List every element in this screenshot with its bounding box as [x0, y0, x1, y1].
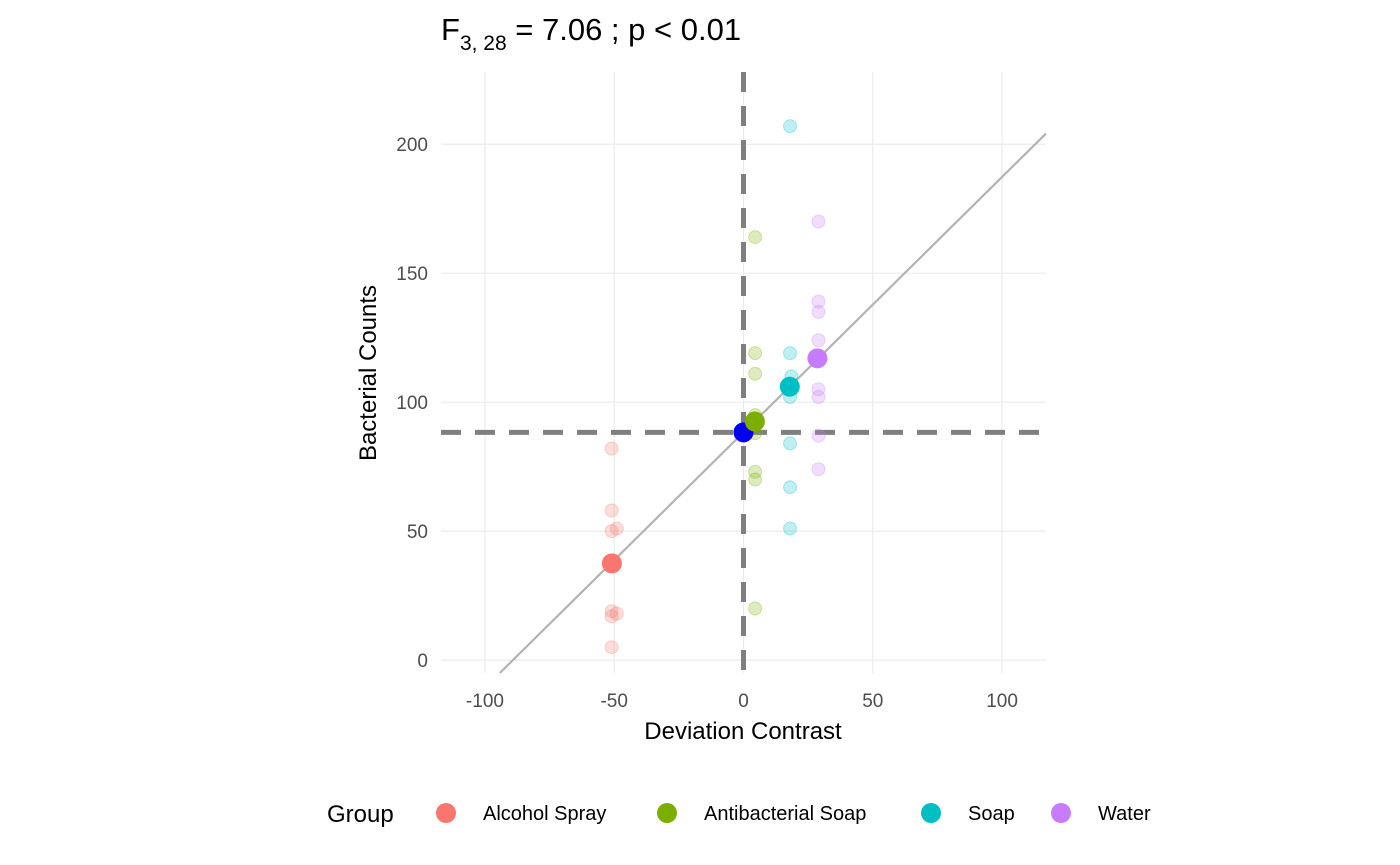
- group-mean-point: [807, 348, 828, 369]
- group-mean-point: [601, 553, 622, 574]
- data-point: [604, 604, 619, 619]
- group-means: [601, 348, 828, 574]
- fit-line-layer: [499, 132, 1047, 674]
- legend-swatch: [657, 803, 677, 823]
- legend-swatch: [1051, 803, 1071, 823]
- legend-label: Soap: [968, 803, 1015, 825]
- data-point: [748, 472, 763, 487]
- data-point: [609, 606, 624, 621]
- y-tick-label: 100: [396, 393, 428, 414]
- data-point: [748, 601, 763, 616]
- legend-swatch: [436, 803, 456, 823]
- regression-line: [499, 132, 1047, 674]
- x-tick-label: 0: [738, 691, 749, 712]
- data-point: [604, 503, 619, 518]
- data-point: [783, 119, 798, 134]
- data-point: [604, 441, 619, 456]
- data-point: [811, 304, 826, 319]
- data-point: [604, 524, 619, 539]
- chart-title: F3, 28 = 7.06 ; p < 0.01: [441, 12, 741, 55]
- x-axis-title: Deviation Contrast: [644, 718, 842, 745]
- legend-item: Alcohol Spray: [436, 803, 606, 825]
- data-point: [748, 346, 763, 361]
- data-point: [811, 382, 826, 397]
- legend-item: Water: [1051, 803, 1151, 825]
- data-point: [811, 214, 826, 229]
- data-point: [748, 464, 763, 479]
- x-tick-label: 50: [862, 691, 883, 712]
- legend-items: Alcohol Spray Antibacterial Soap Soap Water: [436, 803, 1151, 825]
- data-point: [783, 521, 798, 536]
- legend-label: Water: [1098, 803, 1151, 825]
- data-point: [783, 436, 798, 451]
- x-axis-ticks: -100 -50 0 50 100: [466, 691, 1018, 712]
- y-tick-label: 200: [396, 135, 428, 156]
- data-point: [811, 390, 826, 405]
- y-axis-title: Bacterial Counts: [355, 285, 382, 461]
- data-point: [748, 366, 763, 381]
- data-point: [783, 480, 798, 495]
- data-point: [604, 609, 619, 624]
- data-point: [811, 428, 826, 443]
- x-tick-label: 100: [986, 691, 1018, 712]
- data-point: [748, 230, 763, 245]
- legend-label: Antibacterial Soap: [704, 803, 866, 825]
- plot-area: [441, 72, 1047, 674]
- y-axis-ticks: 0 50 100 150 200: [396, 135, 428, 672]
- data-point: [811, 333, 826, 348]
- title-degrees-of-freedom: 3, 28: [460, 32, 507, 55]
- data-point: [811, 462, 826, 477]
- group-mean-point: [744, 411, 765, 432]
- legend-title: Group: [327, 801, 394, 828]
- x-tick-label: -100: [466, 691, 504, 712]
- group-mean-point: [779, 376, 800, 397]
- y-tick-label: 50: [407, 522, 428, 543]
- data-point: [609, 521, 624, 536]
- data-point: [783, 346, 798, 361]
- legend-item: Antibacterial Soap: [657, 803, 866, 825]
- legend-label: Alcohol Spray: [483, 803, 606, 825]
- legend-item: Soap: [921, 803, 1015, 825]
- data-point: [604, 640, 619, 655]
- x-tick-label: -50: [600, 691, 627, 712]
- y-tick-label: 150: [396, 264, 428, 285]
- title-f-symbol: F: [441, 12, 460, 47]
- title-statistic: = 7.06 ; p < 0.01: [507, 12, 741, 47]
- legend-swatch: [921, 803, 941, 823]
- y-tick-label: 0: [417, 651, 428, 672]
- legend: Group Alcohol Spray Antibacterial Soap Soa…: [327, 801, 1151, 828]
- data-point: [811, 294, 826, 309]
